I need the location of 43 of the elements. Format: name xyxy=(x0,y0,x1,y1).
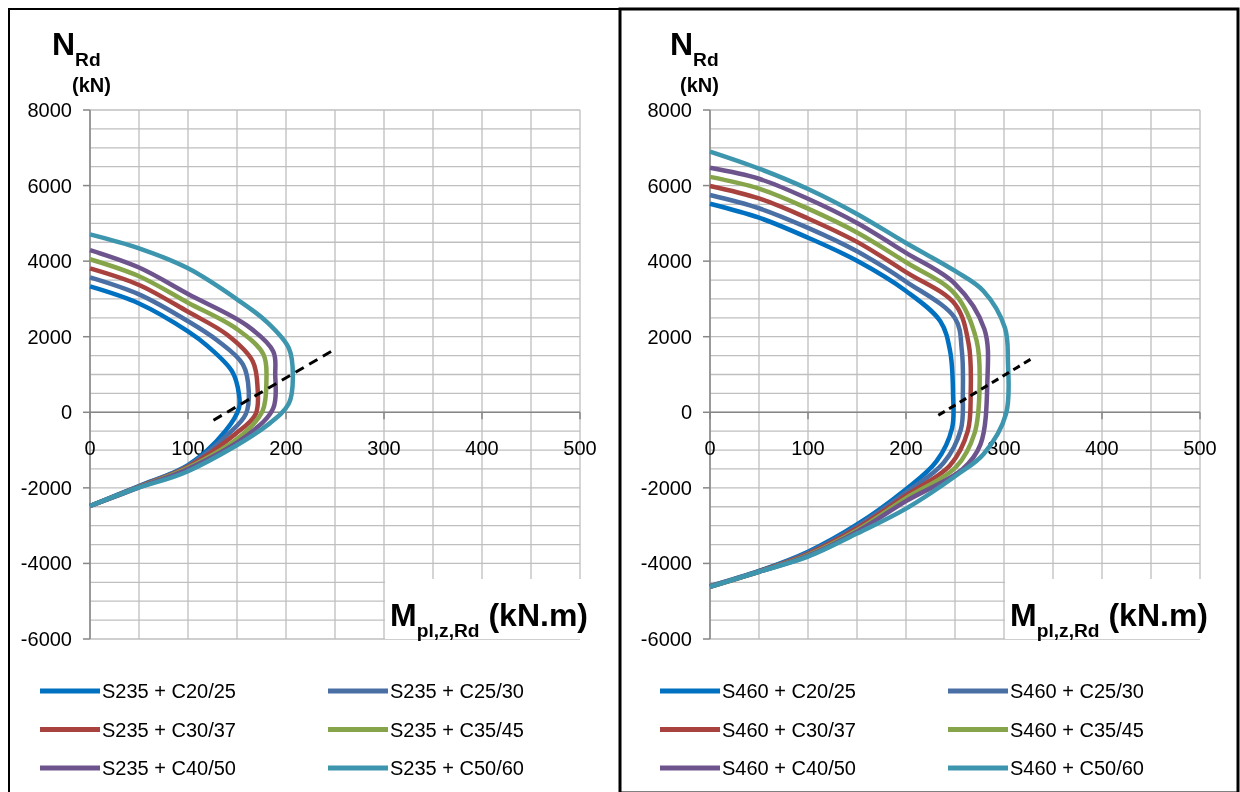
y-tick-label: -2000 xyxy=(640,476,692,499)
x-axis-title: M$_{pl,z,Rd}$ (kN.m) xyxy=(1010,597,1208,641)
legend-label: S460 + C35/45 xyxy=(1010,718,1144,741)
legend-label: S235 + C50/60 xyxy=(390,757,524,779)
x-tick-label: 500 xyxy=(1183,437,1217,460)
y-tick-label: 6000 xyxy=(647,174,692,197)
y-tick-label: 8000 xyxy=(27,99,72,121)
x-tick-label: 200 xyxy=(889,437,923,460)
legend-label: S460 + C20/25 xyxy=(722,680,856,702)
y-tick-label: -2000 xyxy=(20,476,72,499)
y-tick-label: 8000 xyxy=(647,99,692,121)
x-tick-label: 100 xyxy=(171,437,205,460)
y-tick-label: 2000 xyxy=(647,325,692,348)
y-tick-label: 0 xyxy=(680,401,692,424)
y-axis-title: N$_{Rd}$ (kN) xyxy=(52,26,111,96)
y-tick-label: 6000 xyxy=(27,174,72,197)
legend-label: S235 + C25/30 xyxy=(390,680,524,702)
x-tick-label: 300 xyxy=(367,437,401,460)
x-tick-label: 0 xyxy=(84,437,96,460)
y-tick-label: 4000 xyxy=(647,250,692,273)
x-tick-label: 500 xyxy=(563,437,597,460)
legend-label: S235 + C35/45 xyxy=(390,718,524,741)
y-axis-title: N$_{Rd}$ (kN) xyxy=(670,26,719,96)
legend-label: S460 + C50/60 xyxy=(1010,757,1144,779)
x-tick-label: 200 xyxy=(269,437,303,460)
legend-label: S460 + C30/37 xyxy=(722,718,856,741)
x-tick-label: 400 xyxy=(1085,437,1119,460)
y-tick-label: -6000 xyxy=(640,628,692,650)
y-tick-label: 4000 xyxy=(27,250,72,273)
legend-label: S235 + C20/25 xyxy=(102,680,236,702)
y-tick-label: 2000 xyxy=(27,325,72,348)
x-tick-label: 0 xyxy=(704,437,716,460)
x-tick-label: 100 xyxy=(791,437,825,460)
x-tick-label: 400 xyxy=(465,437,499,460)
y-tick-label: -4000 xyxy=(640,552,692,575)
legend-label: S460 + C40/50 xyxy=(722,757,856,779)
legend-label: S235 + C40/50 xyxy=(102,757,236,779)
y-tick-label: -4000 xyxy=(20,552,72,575)
y-tick-label: 0 xyxy=(60,401,72,424)
legend-label: S235 + C30/37 xyxy=(102,718,236,741)
x-axis-title: M$_{pl,z,Rd}$ (kN.m) xyxy=(390,597,588,641)
y-tick-label: -6000 xyxy=(20,628,72,650)
legend-label: S460 + C25/30 xyxy=(1010,680,1144,702)
